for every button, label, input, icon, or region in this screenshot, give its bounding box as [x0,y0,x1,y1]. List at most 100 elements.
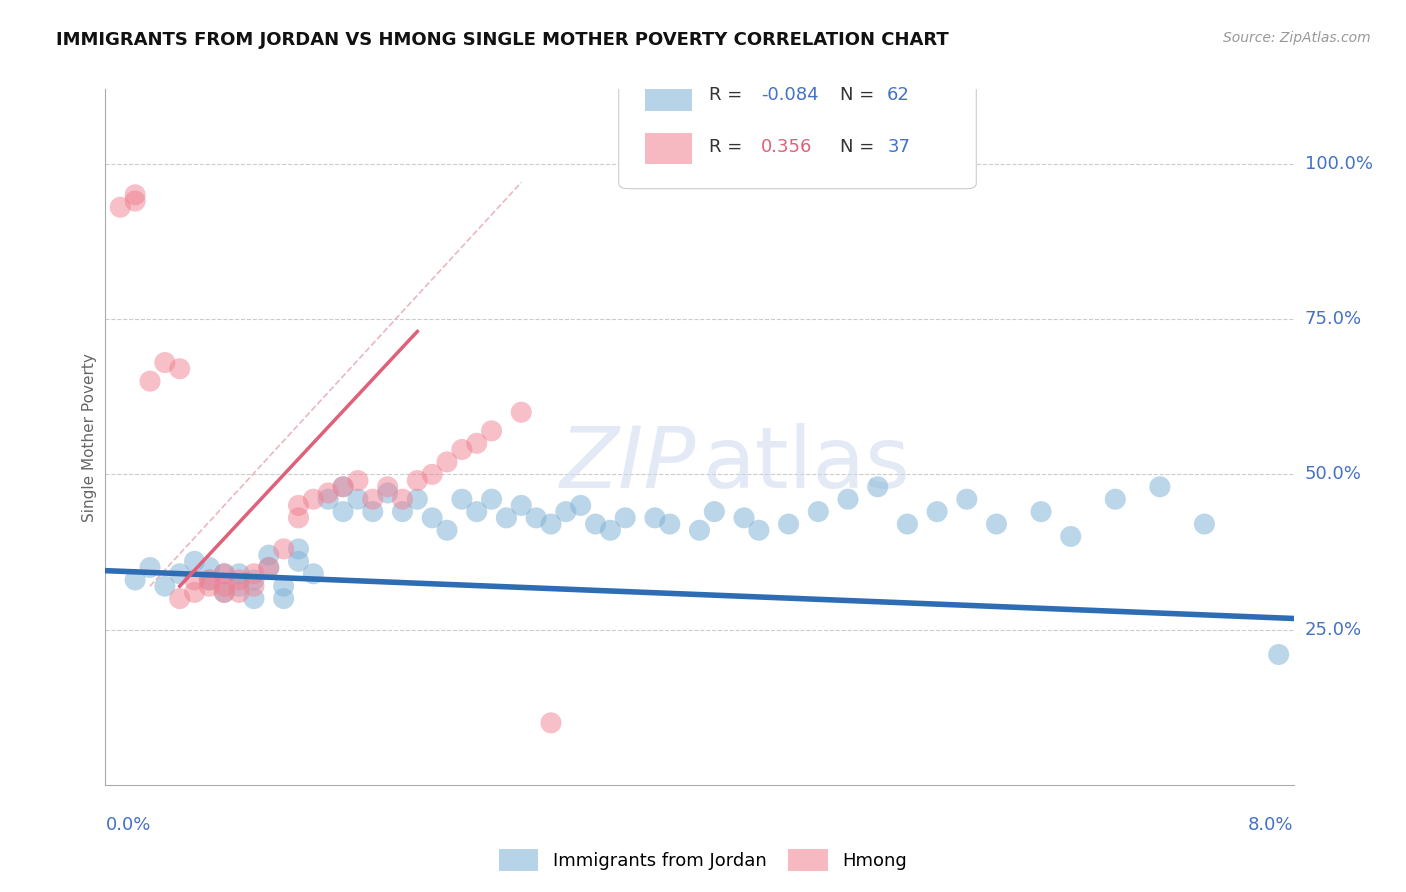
Point [377,486,399,500]
Point [228,579,250,593]
Point [110,200,132,214]
Point [273,579,295,593]
Point [243,573,266,587]
Text: IMMIGRANTS FROM JORDAN VS HMONG SINGLE MOTHER POVERTY CORRELATION CHART: IMMIGRANTS FROM JORDAN VS HMONG SINGLE M… [56,31,949,49]
Point [1104,492,1126,507]
Text: -0.084: -0.084 [761,86,818,103]
FancyBboxPatch shape [619,70,976,189]
Point [183,554,205,568]
Point [332,480,354,494]
Point [436,455,458,469]
Text: 75.0%: 75.0% [1305,310,1362,328]
Text: 8.0%: 8.0% [1249,815,1294,833]
Point [153,355,176,369]
Point [569,499,592,513]
Point [837,492,859,507]
Point [198,560,221,574]
Text: 25.0%: 25.0% [1305,621,1362,639]
Point [347,474,370,488]
Point [287,541,309,556]
Point [436,523,458,537]
Point [510,405,533,419]
Point [124,194,146,208]
Point [257,560,280,574]
Point [450,492,472,507]
Point [273,591,295,606]
Point [510,499,533,513]
Text: 0.356: 0.356 [761,138,813,156]
Point [585,516,607,531]
Point [139,560,162,574]
Point [481,492,503,507]
Point [287,511,309,525]
FancyBboxPatch shape [645,81,692,112]
Point [450,442,472,457]
Point [273,541,295,556]
Point [169,361,191,376]
Point [361,492,384,507]
Point [465,505,488,519]
Point [1267,648,1289,662]
Point [214,566,236,581]
Text: ZIP: ZIP [560,424,696,507]
Point [554,505,576,519]
Point [540,715,562,730]
Point [214,579,236,593]
Point [228,585,250,599]
Point [748,523,770,537]
Point [287,499,309,513]
Point [332,480,354,494]
Point [361,505,384,519]
Point [316,486,339,500]
Point [183,573,205,587]
Point [124,573,146,587]
Point [198,573,221,587]
Point [927,505,949,519]
Point [257,560,280,574]
Point [703,505,725,519]
Point [198,573,221,587]
Point [316,492,339,507]
Point [599,523,621,537]
Point [332,505,354,519]
Point [614,511,637,525]
Point [198,579,221,593]
Text: atlas: atlas [703,424,911,507]
Point [153,579,176,593]
Point [896,516,918,531]
Point [733,511,755,525]
Point [214,585,236,599]
Point [1149,480,1171,494]
Point [1060,529,1083,543]
Point [302,566,325,581]
FancyBboxPatch shape [645,133,692,163]
Text: Source: ZipAtlas.com: Source: ZipAtlas.com [1223,31,1371,45]
Point [347,492,370,507]
Point [391,505,413,519]
Text: 37: 37 [887,138,910,156]
Point [956,492,979,507]
Text: 50.0%: 50.0% [1305,466,1361,483]
Point [866,480,889,494]
Point [214,566,236,581]
Text: N =: N = [839,138,880,156]
Point [243,591,266,606]
Point [257,548,280,562]
Point [243,579,266,593]
Text: 0.0%: 0.0% [105,815,150,833]
Point [689,523,711,537]
Legend: Immigrants from Jordan, Hmong: Immigrants from Jordan, Hmong [492,842,914,879]
Text: 62: 62 [887,86,910,103]
Point [1029,505,1052,519]
Point [377,480,399,494]
Point [658,516,681,531]
Point [139,374,162,388]
Point [495,511,517,525]
Point [302,492,325,507]
Text: N =: N = [839,86,880,103]
Point [228,573,250,587]
Point [406,474,429,488]
Point [391,492,413,507]
Text: R =: R = [709,86,748,103]
Point [406,492,429,507]
